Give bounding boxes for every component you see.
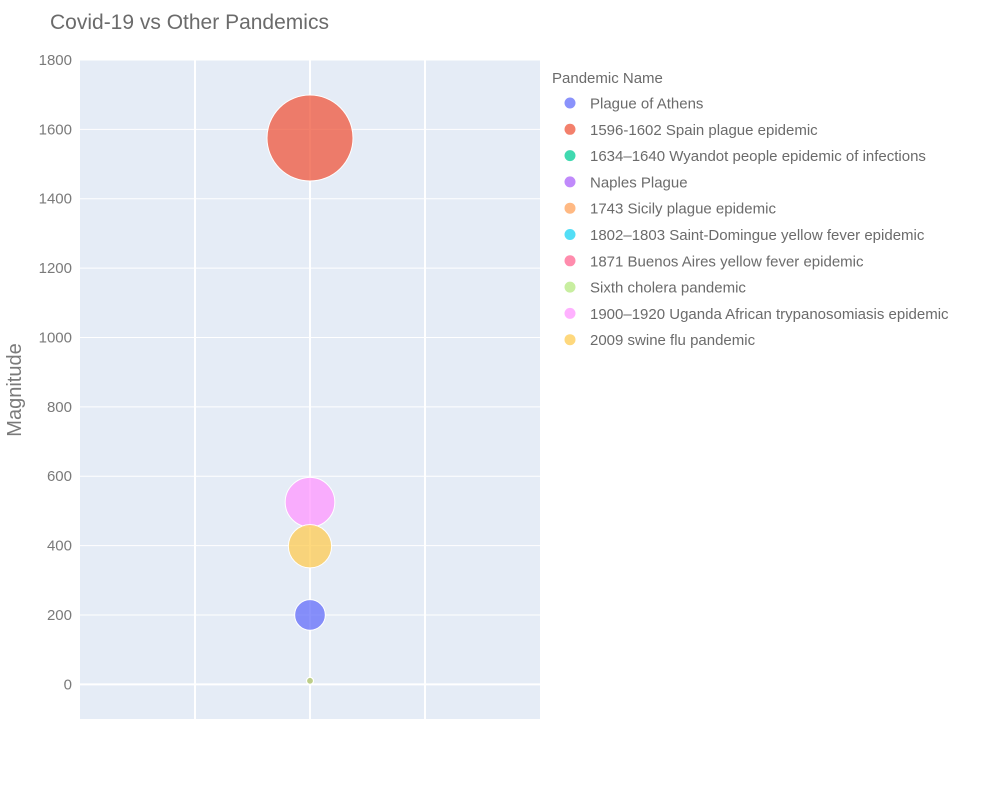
chart-title: Covid-19 vs Other Pandemics — [50, 11, 329, 34]
y-axis-ticks: 0 200 400 600 800 1000 1200 1400 1600 1800 — [39, 52, 72, 693]
legend-marker — [564, 334, 576, 346]
y-tick-label: 400 — [47, 538, 72, 555]
y-tick-label: 1600 — [39, 121, 72, 138]
y-tick-label: 600 — [47, 468, 72, 485]
legend-entry[interactable]: 1900–1920 Uganda African trypanosomiasis… — [590, 306, 949, 323]
y-tick-label: 1000 — [39, 329, 72, 346]
legend-entry[interactable]: Naples Plague — [590, 174, 688, 191]
y-tick-label: 800 — [47, 399, 72, 416]
legend-marker — [564, 176, 576, 188]
legend-entry[interactable]: 1596-1602 Spain plague epidemic — [590, 122, 818, 139]
legend-marker — [564, 150, 576, 162]
legend-entry[interactable]: Plague of Athens — [590, 96, 703, 113]
legend-entry[interactable]: 1743 Sicily plague epidemic — [590, 201, 776, 218]
legend-entry[interactable]: 1871 Buenos Aires yellow fever epidemic — [590, 253, 864, 270]
legend-marker — [564, 255, 576, 267]
legend-marker — [564, 123, 576, 135]
bubble-point — [284, 476, 336, 528]
legend-entry[interactable]: 2009 swine flu pandemic — [590, 332, 756, 349]
legend-marker — [564, 202, 576, 214]
legend: Pandemic Name Plague of Athens 1596-1602 … — [552, 70, 949, 349]
bubble-point — [266, 94, 354, 182]
legend-entry[interactable]: Sixth cholera pandemic — [590, 280, 746, 297]
y-tick-label: 1800 — [39, 52, 72, 69]
y-tick-label: 1200 — [39, 260, 72, 277]
y-tick-label: 200 — [47, 607, 72, 624]
legend-entry[interactable]: 1802–1803 Saint-Domingue yellow fever ep… — [590, 227, 925, 244]
y-tick-label: 0 — [64, 676, 72, 693]
legend-title: Pandemic Name — [552, 70, 663, 87]
bubble-point — [306, 676, 314, 685]
legend-marker — [564, 307, 576, 319]
bubble-point — [287, 524, 333, 569]
y-tick-label: 1400 — [39, 191, 72, 208]
bubble-point — [294, 599, 326, 631]
legend-marker — [564, 229, 576, 240]
y-axis-label: Magnitude — [4, 343, 26, 436]
legend-marker — [564, 97, 576, 109]
legend-marker — [564, 281, 576, 293]
data-points — [266, 94, 354, 685]
legend-entry[interactable]: 1634–1640 Wyandot people epidemic of inf… — [590, 148, 926, 165]
